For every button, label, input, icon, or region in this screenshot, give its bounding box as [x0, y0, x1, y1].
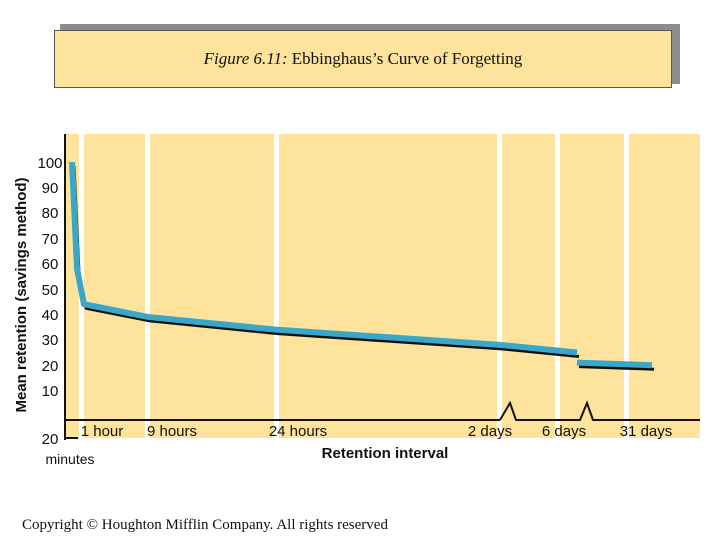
x-tick-label: 9 hours	[147, 423, 197, 440]
x-tick-label: 2 days	[468, 423, 512, 440]
figure-title-text: Ebbinghaus’s Curve of Forgetting	[291, 49, 523, 68]
minutes-label: minutes	[45, 451, 94, 467]
series-layer	[69, 161, 655, 371]
y-tick-label: 80	[42, 205, 59, 222]
y-tick-label: 20	[42, 358, 59, 375]
figure-title: Figure 6.11: Ebbinghaus’s Curve of Forge…	[54, 30, 672, 88]
x-tick-label: 24 hours	[269, 423, 327, 440]
grid-line	[555, 134, 560, 438]
x-axis-label: Retention interval	[322, 445, 449, 462]
y-tick-label: 50	[42, 282, 59, 299]
x-axis-break-marks	[499, 400, 700, 421]
y-tick-label: 10	[42, 383, 59, 400]
x-tick-label: 6 days	[542, 423, 586, 440]
grid-line	[624, 134, 629, 438]
grid-line	[497, 134, 502, 438]
y-tick-label-20: 20	[42, 431, 59, 448]
y-tick-label: 40	[42, 307, 59, 324]
grid-line	[274, 134, 279, 438]
y-tick-label: 100	[37, 155, 62, 172]
y-axis-label: Mean retention (savings method)	[13, 177, 30, 412]
series-line-segment	[499, 341, 578, 356]
copyright-notice: Copyright © Houghton Mifflin Company. Al…	[22, 517, 388, 533]
figure-label: Figure 6.11:	[203, 49, 288, 68]
y-tick-label: 30	[42, 332, 59, 349]
x-tick-label: 31 days	[620, 423, 673, 440]
series-line-shadow	[578, 365, 655, 371]
series-line-segment	[576, 359, 653, 369]
y-tick-label: 60	[42, 256, 59, 273]
series-line-segment	[69, 161, 501, 348]
x-tick-label: 1 hour	[81, 423, 124, 440]
series-line-shadow	[501, 347, 580, 358]
plot-background	[64, 134, 700, 438]
grid-line	[145, 134, 150, 438]
y-tick-label: 70	[42, 231, 59, 248]
y-tick-label: 90	[42, 180, 59, 197]
retention-chart: Mean retention (savings method) 100 90 8…	[13, 134, 700, 467]
